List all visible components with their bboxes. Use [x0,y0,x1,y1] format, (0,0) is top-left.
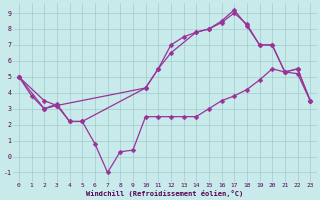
X-axis label: Windchill (Refroidissement éolien,°C): Windchill (Refroidissement éolien,°C) [86,190,243,197]
